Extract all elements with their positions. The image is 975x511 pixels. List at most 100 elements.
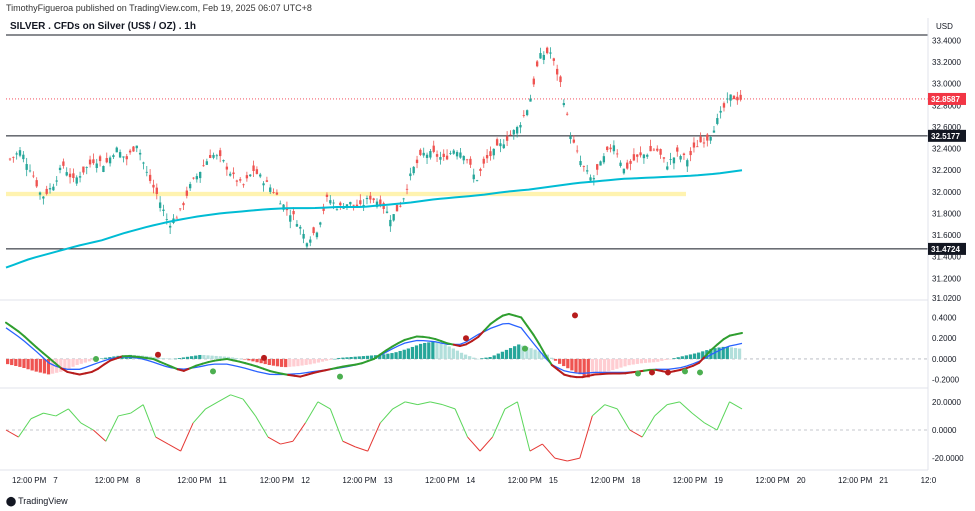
macd-fast-line	[360, 360, 369, 365]
candle-body	[385, 211, 389, 213]
candle-body	[269, 187, 272, 192]
candle-body	[38, 192, 42, 195]
candle-body	[402, 198, 405, 200]
time-tick-label: 12	[301, 476, 310, 485]
candle-body	[372, 198, 375, 201]
price-tick-label: 32.4000	[932, 145, 961, 154]
macd-fast-line	[691, 361, 701, 367]
osc-line-segment	[30, 412, 44, 420]
macd-histogram-bar	[308, 358, 312, 365]
candle-body	[659, 149, 662, 155]
candle-body	[579, 161, 582, 166]
osc-line-segment	[242, 398, 256, 417]
candle-body	[125, 156, 128, 160]
candle-body	[289, 215, 292, 222]
candle-body	[499, 143, 502, 147]
macd-fast-line	[557, 368, 566, 376]
candle-body	[312, 227, 315, 234]
candle-body	[35, 180, 38, 187]
macd-histogram-bar	[525, 346, 529, 359]
macd-fast-line	[520, 316, 529, 328]
candle-body	[195, 176, 199, 180]
macd-cross-marker	[697, 369, 703, 376]
osc-line-segment	[18, 418, 32, 438]
macd-histogram-bar	[688, 354, 693, 359]
candle-body	[325, 194, 329, 197]
macd-histogram-bar	[194, 355, 198, 359]
candle-body	[472, 174, 475, 180]
osc-line-segment	[92, 429, 107, 442]
macd-histogram-bar	[656, 358, 660, 362]
candle-body	[158, 202, 162, 208]
macd-fast-line	[170, 365, 179, 371]
candle-body	[672, 157, 676, 164]
candle-body	[539, 53, 542, 59]
price-label-box	[928, 129, 966, 142]
candle-body	[522, 115, 525, 116]
ema-line	[5, 169, 743, 269]
price-tick-label: 32.8000	[932, 101, 961, 110]
macd-panel[interactable]	[5, 312, 928, 380]
macd-fast-line	[238, 360, 247, 365]
candle-body	[422, 152, 425, 156]
macd-histogram-bar	[709, 348, 713, 359]
macd-histogram-bar	[451, 348, 455, 359]
macd-histogram-bar	[439, 343, 443, 359]
macd-fast-line	[563, 373, 572, 378]
tradingview-logo-icon: ⬤	[6, 496, 17, 506]
candle-body	[652, 149, 656, 151]
candle-body	[42, 196, 45, 199]
price-axis[interactable]: 33.4000 33.2000 33.0000 32.8000 32.6000 32.40…	[927, 18, 966, 470]
candle-body	[28, 170, 32, 172]
macd-histogram-bar	[169, 358, 173, 360]
macd-histogram-bar	[431, 341, 435, 359]
candle-body	[292, 210, 295, 215]
macd-fast-line	[366, 357, 375, 363]
candle-body	[449, 153, 452, 155]
candle-body	[345, 204, 349, 208]
candle-body	[706, 134, 709, 141]
candle-body	[532, 78, 535, 85]
macd-histogram-bar	[594, 358, 599, 375]
macd-fast-line	[673, 368, 682, 373]
osc-line-segment	[80, 422, 94, 431]
time-tick-label: 12:00 PM	[755, 476, 790, 485]
macd-histogram-bar	[18, 358, 22, 367]
candle-body	[142, 162, 145, 164]
macd-histogram-bar	[468, 356, 472, 359]
candle-body	[249, 174, 252, 177]
candle-body	[299, 226, 302, 229]
price-panel[interactable]	[0, 34, 928, 471]
macd-histogram-bar	[378, 354, 382, 359]
macd-histogram-bar	[418, 343, 423, 359]
macd-fast-line	[176, 368, 185, 372]
osc-line-segment	[5, 429, 19, 438]
macd-histogram-bar	[34, 358, 38, 372]
candle-body	[699, 136, 702, 143]
price-tick-label: 32.0000	[932, 188, 961, 197]
candle-body	[132, 146, 135, 152]
time-axis[interactable]: 12:00 PM 7 12:00 PM 8 12:00 PM 11 12:00 PM 12 12…	[12, 476, 937, 485]
candle-body	[255, 169, 259, 174]
oscillator-panel[interactable]	[5, 394, 928, 462]
candle-body	[412, 166, 415, 174]
macd-histogram-bar	[42, 358, 47, 374]
macd-cross-marker	[572, 312, 578, 319]
macd-fast-line	[207, 359, 216, 364]
macd-fast-line	[514, 314, 523, 319]
candle-body	[162, 209, 165, 212]
candle-body	[342, 207, 345, 209]
osc-line-segment	[329, 408, 344, 442]
tradingview-logo[interactable]: ⬤ TradingView	[6, 496, 68, 507]
macd-histogram-bar	[611, 358, 615, 371]
macd-histogram-bar	[684, 355, 689, 359]
macd-histogram-bar	[22, 358, 26, 369]
candle-body	[215, 155, 219, 157]
macd-cross-marker	[682, 368, 688, 375]
candle-body	[566, 113, 569, 115]
macd-cross-marker	[155, 351, 161, 358]
candle-body	[392, 214, 395, 221]
candle-body	[465, 159, 469, 161]
macd-histogram-bar	[652, 358, 656, 363]
